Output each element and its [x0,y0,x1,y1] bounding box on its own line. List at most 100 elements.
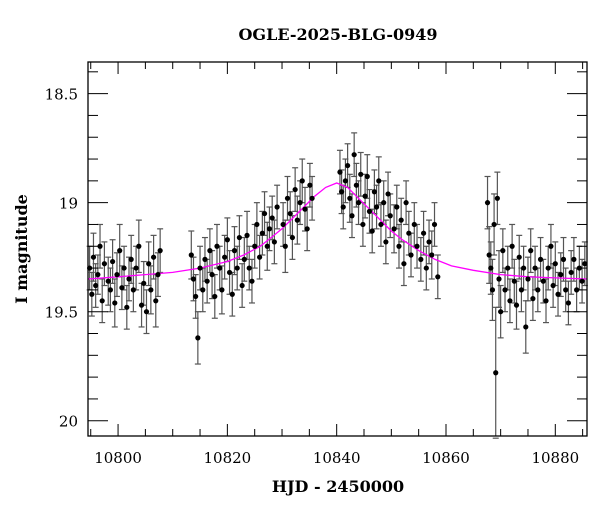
data-point [112,300,118,306]
data-point [119,285,125,291]
data-point [398,217,404,223]
data-point [128,256,134,262]
data-point [257,254,263,260]
data-point [411,221,417,228]
data-point [105,278,111,284]
data-point [431,221,438,228]
data-point [528,248,534,254]
data-point [224,237,230,243]
data-point [376,178,382,184]
data-point [226,269,233,276]
data-point [126,276,132,282]
data-point [143,309,150,315]
y-tick-label: 19.5 [45,304,78,322]
data-point [136,243,142,249]
data-point [246,265,252,271]
data-point [545,265,551,271]
data-point [366,208,373,214]
data-point [304,226,310,232]
data-point [530,296,536,302]
data-point [558,272,564,278]
data-point [244,232,250,238]
data-point [338,189,345,195]
y-axis-label: I magnitude [12,194,31,304]
data-point [284,195,291,201]
data-point [535,287,541,293]
data-point [396,243,402,249]
data-point [107,287,114,293]
data-point [423,265,429,271]
data-point [565,300,572,306]
data-point [101,261,107,267]
data-point [297,200,303,206]
data-point [349,213,355,219]
data-point [518,287,525,293]
x-tick-label: 10860 [422,449,470,467]
data-point [496,276,502,282]
data-point [146,261,152,267]
data-point [484,200,491,206]
data-point [540,278,546,284]
data-point [93,282,99,289]
data-point [408,252,414,258]
x-tick-label: 10820 [204,449,252,467]
data-point [537,256,544,262]
error-bars [86,132,588,439]
data-point [150,254,157,260]
data-point [239,282,245,289]
data-point [307,182,313,188]
data-point [124,304,130,310]
data-point [347,195,353,201]
data-point [394,204,400,210]
data-point [130,287,136,293]
data-point [505,265,511,271]
data-point [99,298,105,304]
data-point [516,254,522,260]
data-point [259,230,265,236]
data-point [193,293,199,300]
data-point [90,254,97,260]
data-point [486,252,492,258]
data-point [381,200,387,206]
x-tick-label: 10880 [531,449,579,467]
data-point [214,243,220,249]
data-point [560,256,567,262]
data-points [87,152,588,376]
plot-frame [87,61,588,437]
data-point [574,287,580,293]
data-point [222,254,228,260]
data-point [351,152,357,158]
data-point [254,221,260,228]
chart-title: OGLE-2025-BLG-0949 [238,25,437,44]
data-point [264,243,270,249]
data-point [289,234,296,241]
data-point [294,217,300,223]
data-point [342,178,349,184]
x-axis-label: HJD - 2450000 [272,477,404,496]
data-point [280,221,286,228]
data-point [420,230,427,236]
data-point [309,195,315,201]
data-point [387,213,393,219]
data-point [200,287,206,293]
x-tick-label: 10800 [94,449,142,467]
data-point [426,239,432,245]
data-point [491,221,497,228]
data-point [373,204,380,210]
data-point [369,228,375,234]
data-point [197,265,203,271]
data-point [406,230,412,236]
data-point [236,234,242,241]
data-point [138,302,145,308]
data-point [97,243,103,249]
data-point [493,370,499,376]
data-point [337,169,343,175]
data-point [511,278,517,284]
model-curve [87,182,588,280]
data-point [274,204,280,210]
data-point [548,243,554,249]
data-point [252,243,258,249]
data-point [360,221,366,228]
data-point [229,291,235,297]
